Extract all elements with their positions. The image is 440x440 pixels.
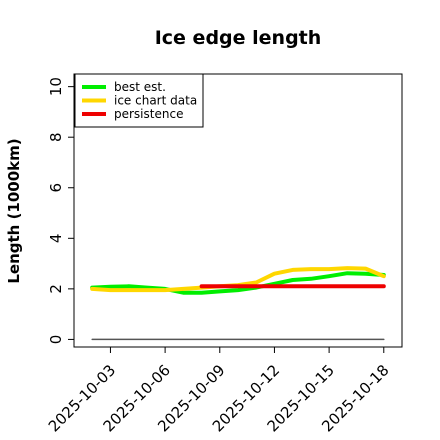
y-tick-label: 6 <box>47 183 65 193</box>
series-line-1 <box>90 271 386 295</box>
legend-entry: persistence <box>114 107 183 121</box>
legend-box <box>74 73 204 128</box>
axes-layer: 02468102025-10-032025-10-062025-10-09202… <box>45 77 393 435</box>
y-tick-label: 8 <box>47 132 65 142</box>
series-layer <box>90 266 386 341</box>
legend-entry: best est. <box>114 80 166 94</box>
plot-frame <box>73 73 403 348</box>
legend-entry: ice chart data <box>114 94 197 108</box>
y-tick-label: 10 <box>47 77 65 96</box>
y-axis-label: Length (1000km) <box>5 138 23 283</box>
chart-title: Ice edge length <box>155 27 322 49</box>
y-tick-label: 0 <box>47 335 65 345</box>
y-tick-label: 4 <box>47 234 65 244</box>
y-tick-label: 2 <box>47 284 65 294</box>
